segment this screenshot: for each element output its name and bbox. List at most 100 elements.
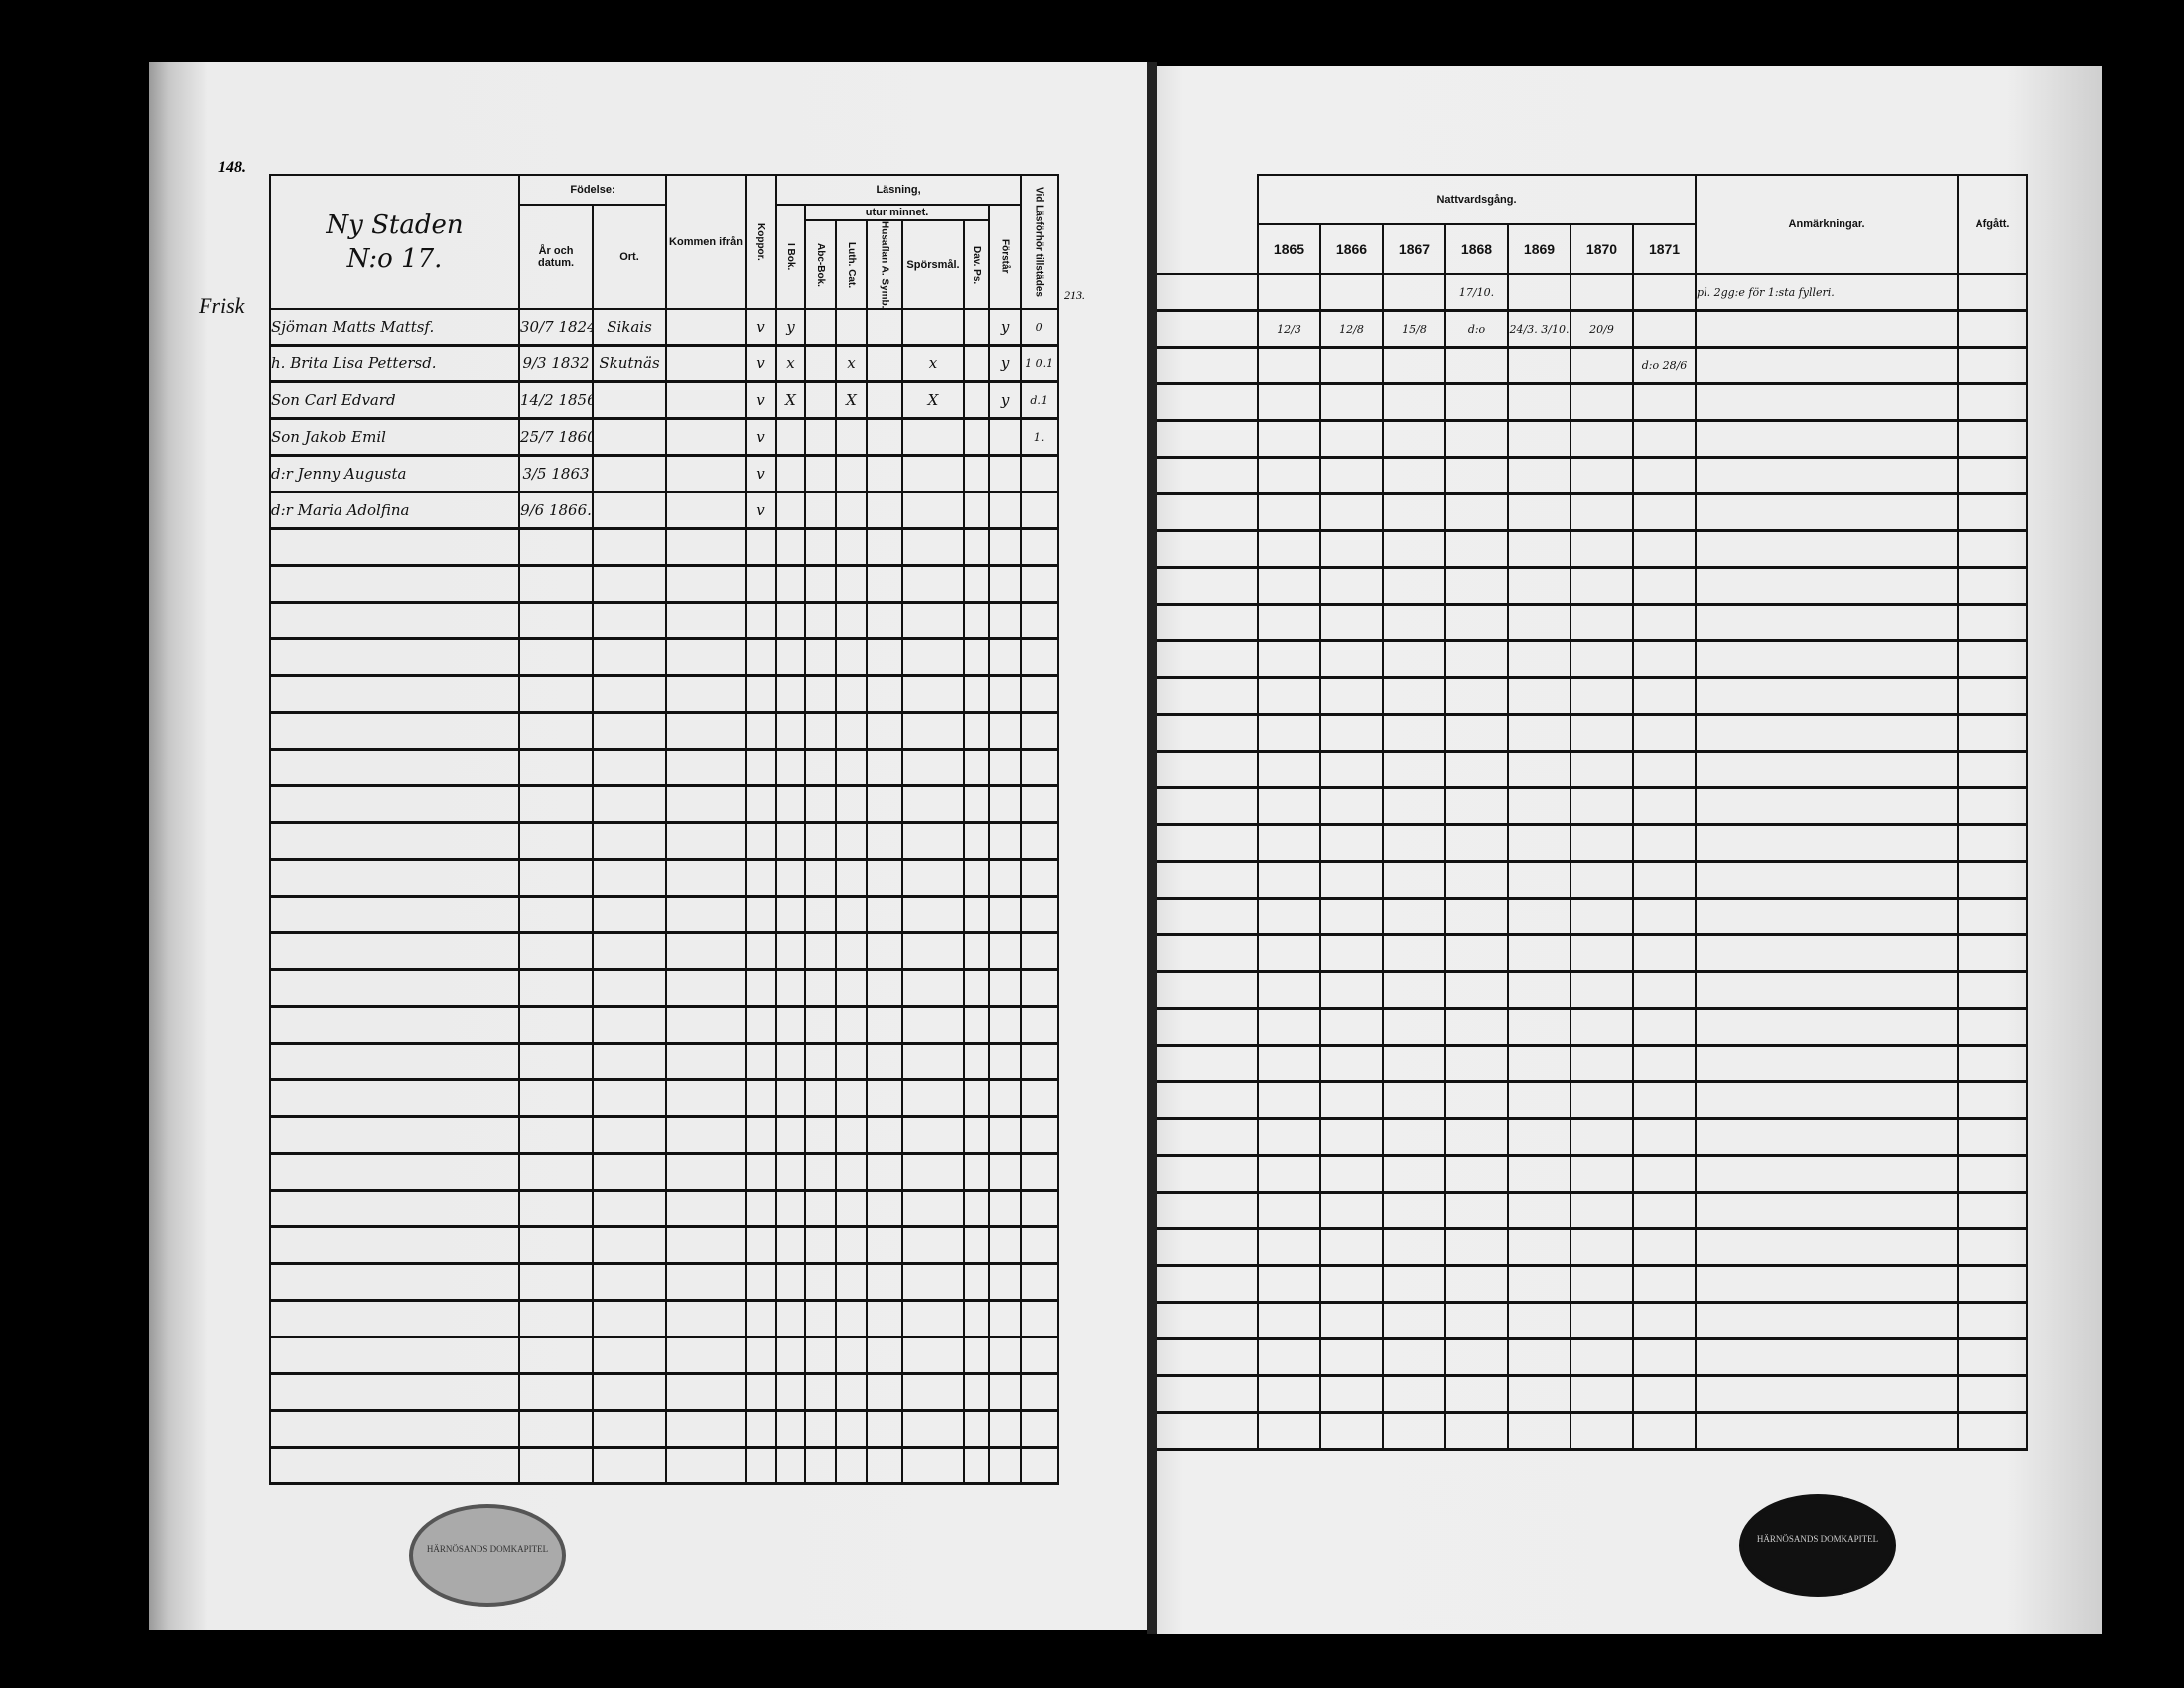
cell-spors <box>901 1116 966 1156</box>
cell-ar <box>518 1153 594 1193</box>
cell-abc <box>804 785 838 825</box>
cell-luth <box>835 1300 869 1339</box>
table-row <box>1157 1302 2029 1340</box>
cell-blank <box>1157 604 1259 642</box>
cell-ort <box>591 1336 668 1376</box>
cell-luth <box>835 1043 869 1082</box>
cell-vid <box>1020 1226 1060 1266</box>
cell-nattvard <box>1319 493 1384 532</box>
cell-ar <box>518 1300 594 1339</box>
cell-spors <box>901 418 966 458</box>
cell-vid: 0 <box>1020 309 1060 348</box>
cell-abc <box>804 565 838 605</box>
cell-ort: Skutnäs <box>591 345 668 384</box>
cell-nattvard <box>1319 1008 1384 1047</box>
cell-spors <box>901 1190 966 1229</box>
cell-forstar <box>988 492 1023 531</box>
cell-luth <box>835 969 869 1009</box>
cell-dav <box>963 1153 991 1193</box>
cell-anm <box>1695 1338 1960 1377</box>
cell-husaflan <box>866 675 904 715</box>
cell-luth <box>835 418 869 458</box>
cell-husaflan <box>866 455 904 494</box>
cell-kommen <box>665 859 748 899</box>
right-register-table: Nattvardsgång. Anmärkningar. Afgått. 186… <box>1157 174 2029 1451</box>
cell-vid <box>1020 638 1060 678</box>
cell-anm <box>1695 1008 1960 1047</box>
cell-vid <box>1020 602 1060 641</box>
cell-spors <box>901 1373 966 1413</box>
cell-abc <box>804 345 838 384</box>
cell-nattvard <box>1257 934 1321 973</box>
cell-nattvard <box>1507 420 1571 459</box>
cell-ar <box>518 528 594 568</box>
cell-husaflan <box>866 1116 904 1156</box>
cell-ort <box>591 492 668 531</box>
cell-forstar <box>988 785 1023 825</box>
table-row <box>269 1336 1060 1376</box>
cell-nattvard <box>1444 861 1509 900</box>
cell-vid <box>1020 969 1060 1009</box>
cell-nattvard <box>1631 604 1698 642</box>
cell-ort <box>591 1263 668 1303</box>
cell-nattvard <box>1631 640 1698 679</box>
cell-nattvard <box>1257 971 1321 1010</box>
cell-forstar <box>988 969 1023 1009</box>
cell-nattvard <box>1444 1265 1509 1304</box>
cell-nattvard <box>1570 677 1634 716</box>
cell-anm <box>1695 971 1960 1010</box>
cell-kommen <box>665 1006 748 1046</box>
cell-nattvard <box>1631 1045 1698 1083</box>
cell-nattvard <box>1570 1338 1634 1377</box>
cell-abc <box>804 528 838 568</box>
cell-nattvard <box>1257 1118 1321 1157</box>
cell-nattvard <box>1631 493 1698 532</box>
cell-nattvard: d:o 28/6 <box>1631 347 1698 385</box>
cell-spors <box>901 565 966 605</box>
cell-anm <box>1695 530 1960 569</box>
cell-blank <box>1157 787 1259 826</box>
cell-anm <box>1695 1228 1960 1267</box>
cell-i_bok <box>775 565 807 605</box>
cell-i_bok <box>775 602 807 641</box>
cell-nattvard <box>1257 420 1321 459</box>
cell-nattvard <box>1631 530 1698 569</box>
cell-luth <box>835 1263 869 1303</box>
cell-dav <box>963 638 991 678</box>
table-row <box>269 528 1060 568</box>
cell-spors <box>901 932 966 972</box>
cell-abc <box>804 675 838 715</box>
header-vid: Vid Läsförhör tillstädes <box>1020 173 1060 311</box>
cell-nattvard <box>1257 604 1321 642</box>
cell-nattvard <box>1319 640 1384 679</box>
cell-koppor <box>745 932 778 972</box>
cell-blank <box>1157 714 1259 753</box>
cell-vid <box>1020 1410 1060 1450</box>
cell-nattvard <box>1631 420 1698 459</box>
cell-i_bok <box>775 418 807 458</box>
cell-abc <box>804 896 838 935</box>
cell-forstar <box>988 418 1023 458</box>
cell-nattvard <box>1631 1375 1698 1414</box>
cell-afgatt <box>1957 1265 2029 1304</box>
cell-nattvard <box>1382 493 1446 532</box>
cell-anm <box>1695 898 1960 936</box>
cell-nattvard <box>1319 347 1384 385</box>
cell-nattvard <box>1570 420 1634 459</box>
cell-nattvard <box>1382 1265 1446 1304</box>
cell-husaflan <box>866 1336 904 1376</box>
cell-luth <box>835 602 869 641</box>
cell-kommen <box>665 712 748 752</box>
table-row: h. Brita Lisa Pettersd. 9/3 1832 Skutnäs v x… <box>269 345 1060 384</box>
cell-forstar <box>988 1153 1023 1193</box>
cell-anm <box>1695 1155 1960 1194</box>
cell-i_bok <box>775 1447 807 1486</box>
cell-blank <box>1157 1081 1259 1120</box>
cell-i_bok <box>775 1336 807 1376</box>
cell-dav <box>963 712 991 752</box>
cell-dav <box>963 528 991 568</box>
cell-nattvard <box>1382 604 1446 642</box>
cell-afgatt <box>1957 971 2029 1010</box>
table-row <box>269 1190 1060 1229</box>
